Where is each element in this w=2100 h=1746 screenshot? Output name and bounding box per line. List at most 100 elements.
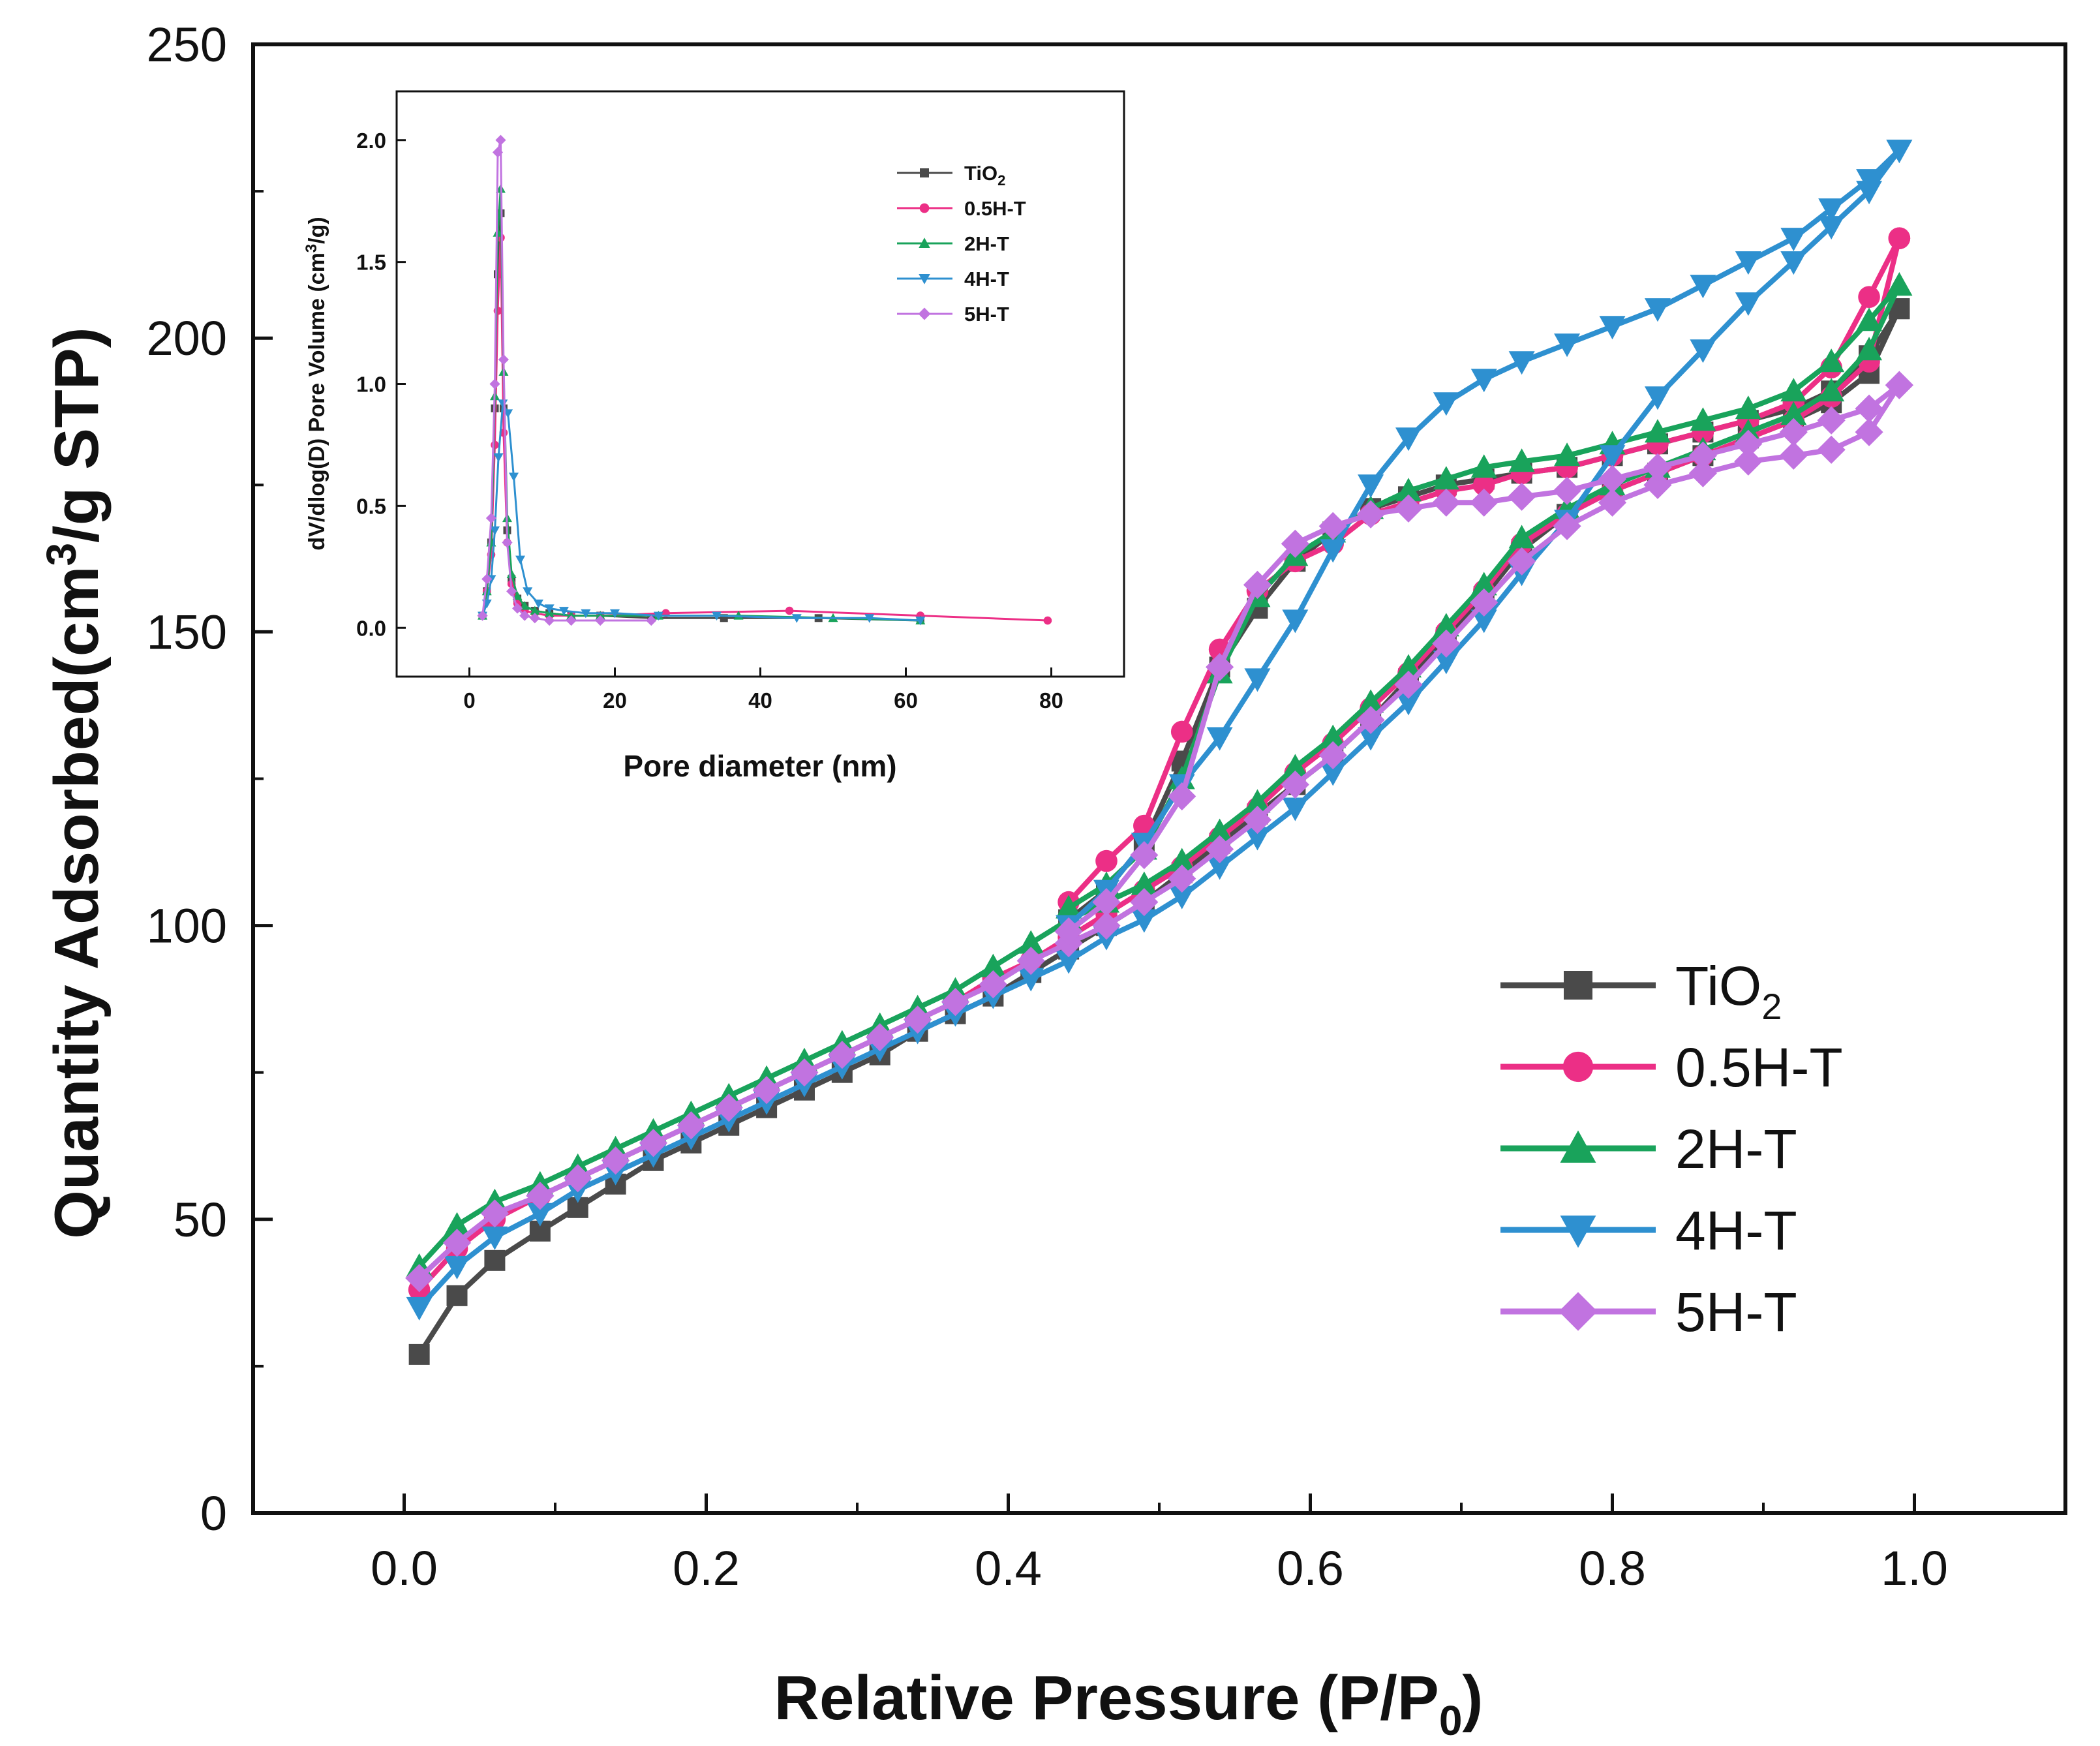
4h-t-inset-point xyxy=(864,614,875,623)
4h-t-adsorption-point xyxy=(1282,797,1309,821)
2h-t-inset-legend-label: 2H-T xyxy=(964,232,1009,255)
4h-t-desorption-point xyxy=(1320,539,1347,563)
5h-t-inset-point xyxy=(506,586,517,597)
0-5h-t-legend-text: 0.5H-T xyxy=(1675,1037,1843,1098)
2h-t-legend-label: 2H-T xyxy=(1675,1118,1797,1180)
inset-y-axis-title-sup: 3 xyxy=(303,244,320,253)
4h-t-inset-point xyxy=(533,599,543,609)
tio2-desorption-line xyxy=(1067,307,1902,922)
0-5h-t-desorption-point xyxy=(1888,227,1911,249)
5h-t-legend-label: 5H-T xyxy=(1675,1281,1797,1343)
series-5h-t xyxy=(405,371,1913,1293)
4h-t-inset-point xyxy=(509,472,519,482)
5h-t-desorption-point xyxy=(1243,570,1272,599)
5h-t-adsorption-point xyxy=(639,1129,668,1157)
inset-y-tick-label: 0.0 xyxy=(356,616,386,640)
5h-t-inset-legend-text: 5H-T xyxy=(964,303,1009,326)
inset-x-tick-label: 40 xyxy=(748,688,772,712)
4h-t-desorption-point xyxy=(1206,727,1233,751)
5h-t-inset-line xyxy=(481,139,652,622)
2h-t-desorption-point xyxy=(1780,378,1807,402)
5h-t-adsorption-point xyxy=(1688,459,1717,487)
0-5h-t-desorption-point xyxy=(1858,286,1880,308)
2h-t-desorption-point xyxy=(1508,448,1535,472)
2h-t-adsorption-point xyxy=(1018,930,1044,954)
5h-t-legend-text: 5H-T xyxy=(1675,1281,1797,1343)
2h-t-adsorption-point xyxy=(1470,572,1497,596)
5h-t-desorption-point xyxy=(1356,500,1385,528)
4h-t-inset-legend-marker xyxy=(919,274,930,284)
0-5h-t-inset-legend-marker xyxy=(919,203,930,213)
5h-t-desorption-point xyxy=(1130,840,1159,870)
main-x-axis-title: Relative Pressure (P/P0) xyxy=(774,1663,1484,1744)
inset-y-tick-label: 0.5 xyxy=(356,494,386,518)
inset-y-axis-title-tail: /g) xyxy=(305,217,329,244)
5h-t-desorption-point xyxy=(1054,917,1083,946)
5h-t-desorption-point xyxy=(1598,465,1627,493)
main-y-axis-title-tail: /g STP) xyxy=(42,327,112,543)
main-y-axis-title-sup: 3 xyxy=(38,543,85,566)
inset-x-axis-title: Pore diameter (nm) xyxy=(623,749,896,783)
main-legend-item-4h-t: 4H-T xyxy=(1500,1200,1797,1261)
4h-t-desorption-point xyxy=(1282,609,1309,634)
4h-t-desorption-point xyxy=(1644,298,1671,322)
inset-y-axis-title-text: dV/dlog(D) Pore Volume (cm xyxy=(305,253,329,551)
4h-t-adsorption-point xyxy=(1735,292,1761,316)
4h-t-adsorption-point xyxy=(1433,651,1459,675)
4h-t-desorption-line xyxy=(1067,148,1902,928)
5h-t-inset-point xyxy=(492,147,504,158)
2h-t-adsorption-point xyxy=(1358,689,1384,713)
tio2-adsorption-point xyxy=(484,1249,506,1271)
5h-t-desorption-point xyxy=(1779,418,1808,446)
main-legend-item-2h-t: 2H-T xyxy=(1500,1118,1797,1180)
5h-t-inset-point xyxy=(481,574,493,585)
5h-t-desorption-point xyxy=(1206,652,1234,682)
inset-chart: 0 20 40 60 80 0.0 0.5 1.0 1.5 2.0 Pore diameter … xyxy=(303,90,1125,783)
4h-t-adsorption-point xyxy=(444,1255,470,1279)
5h-t-adsorption-point xyxy=(714,1094,743,1122)
4h-t-inset-legend-label: 4H-T xyxy=(964,268,1009,290)
tio2-legend-text: TiO xyxy=(1675,955,1761,1017)
5h-t-inset-point xyxy=(485,512,497,524)
inset-background xyxy=(397,91,1124,677)
4h-t-adsorption-point xyxy=(1206,856,1233,880)
5h-t-inset-point xyxy=(595,615,606,626)
2h-t-inset-point xyxy=(595,611,605,620)
2h-t-desorption-point xyxy=(1735,395,1761,420)
main-y-axis: 0 50 100 150 200 250 xyxy=(147,18,273,1540)
main-legend-item-5h-t: 5H-T xyxy=(1500,1281,1797,1343)
main-legend-item-0-5h-t: 0.5H-T xyxy=(1500,1037,1843,1098)
4h-t-desorption-point xyxy=(1244,668,1271,692)
2h-t-adsorption-point xyxy=(1395,654,1422,678)
main-legend-item-tio2: TiO2 xyxy=(1500,955,1782,1027)
4h-t-desorption-point xyxy=(1780,228,1807,252)
4h-t-adsorption-point xyxy=(1780,251,1807,275)
5h-t-adsorption-point xyxy=(677,1111,705,1140)
5h-t-desorption-point xyxy=(1508,482,1536,511)
tio2-legend-label: TiO2 xyxy=(1675,955,1782,1027)
4h-t-desorption-point xyxy=(1433,392,1459,416)
4h-t-adsorption-point xyxy=(1358,727,1384,751)
5h-t-adsorption-point xyxy=(1281,770,1309,799)
tio2-adsorption-point xyxy=(408,1343,430,1365)
4h-t-adsorption-point xyxy=(1168,885,1195,910)
5h-t-adsorption-point xyxy=(1432,629,1461,658)
4h-t-adsorption-point xyxy=(481,1226,508,1250)
main-x-axis-title-sub: 0 xyxy=(1439,1697,1463,1744)
main-x-tick-label: 0.2 xyxy=(673,1541,740,1595)
2h-t-desorption-point xyxy=(1818,348,1845,373)
5h-t-desorption-point xyxy=(1817,406,1846,435)
5h-t-adsorption-point xyxy=(1643,470,1672,499)
4h-t-legend-label: 4H-T xyxy=(1675,1200,1797,1261)
4h-t-inset-legend-text: 4H-T xyxy=(964,268,1009,290)
5h-t-adsorption-point xyxy=(979,970,1007,999)
tio2-inset-legend-marker xyxy=(920,168,929,177)
inset-series-5h-t xyxy=(477,134,657,626)
4h-t-desorption-point xyxy=(1395,427,1422,452)
0-5h-t-desorption-point xyxy=(1170,720,1193,743)
2h-t-adsorption-point xyxy=(1780,401,1807,425)
inset-series-layer xyxy=(477,134,1052,626)
main-x-tick-label: 0.0 xyxy=(371,1541,438,1595)
5h-t-adsorption-point xyxy=(1130,887,1159,917)
4h-t-inset-point xyxy=(653,611,663,621)
